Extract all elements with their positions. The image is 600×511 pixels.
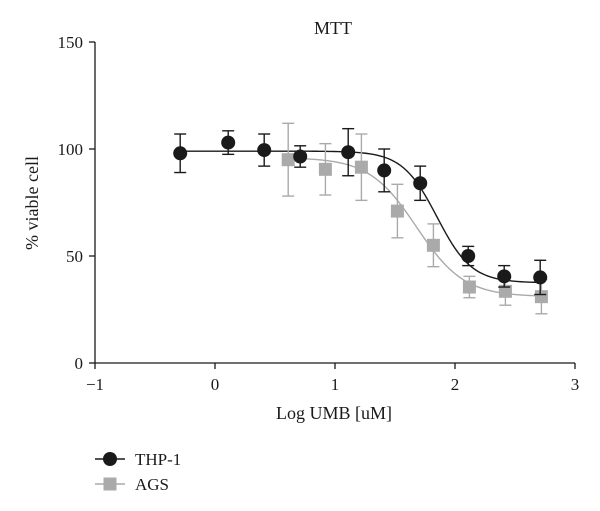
x-tick-label: 3	[571, 375, 580, 394]
point-marker	[281, 153, 295, 167]
legend-marker	[103, 477, 117, 491]
data-point-ags	[281, 122, 295, 197]
legend-label: THP-1	[135, 450, 181, 469]
point-marker	[341, 145, 356, 160]
y-tick-label: 50	[66, 247, 83, 266]
x-tick-label: −1	[86, 375, 104, 394]
point-marker	[461, 249, 476, 263]
point-marker	[426, 238, 440, 252]
data-point-ags	[426, 223, 440, 268]
legend-label: AGS	[135, 475, 169, 494]
data-point-thp-1	[461, 245, 476, 267]
data-marks	[173, 122, 548, 315]
y-axis-title: % viable cell	[22, 156, 42, 250]
point-marker	[221, 135, 236, 150]
point-marker	[354, 160, 368, 174]
point-marker	[377, 163, 392, 178]
data-point-thp-1	[413, 165, 428, 202]
data-point-thp-1	[293, 145, 308, 168]
point-marker	[497, 269, 512, 284]
data-point-thp-1	[221, 130, 236, 156]
x-tick-label: 2	[451, 375, 460, 394]
data-point-thp-1	[257, 133, 272, 167]
point-marker	[498, 284, 512, 298]
point-marker	[390, 204, 404, 218]
legend: THP-1 AGS	[95, 450, 181, 494]
y-tick-label: 0	[75, 354, 84, 373]
data-point-thp-1	[173, 133, 188, 174]
y-tick-label: 150	[58, 33, 84, 52]
point-marker	[533, 270, 548, 285]
data-point-ags	[462, 275, 476, 299]
point-marker	[293, 149, 308, 164]
legend-marker	[103, 452, 117, 466]
point-marker	[462, 280, 476, 294]
point-marker	[318, 162, 332, 176]
data-point-thp-1	[497, 264, 512, 288]
point-marker	[257, 143, 272, 158]
point-marker	[173, 146, 188, 161]
data-point-ags	[354, 133, 368, 202]
data-point-thp-1	[377, 148, 392, 193]
y-tick-label: 100	[58, 140, 84, 159]
data-point-ags	[534, 278, 548, 315]
data-point-thp-1	[341, 127, 356, 177]
legend-item-ags: AGS	[95, 475, 169, 494]
chart-title: MTT	[314, 18, 352, 38]
x-tick-label: 1	[331, 375, 340, 394]
data-point-ags	[318, 142, 332, 196]
point-marker	[534, 290, 548, 304]
data-point-thp-1	[533, 259, 548, 296]
legend-item-thp-1: THP-1	[95, 450, 181, 469]
x-tick-label: 0	[211, 375, 220, 394]
x-axis-title: Log UMB [uM]	[276, 403, 392, 423]
point-marker	[413, 176, 428, 191]
data-point-ags	[390, 183, 404, 239]
